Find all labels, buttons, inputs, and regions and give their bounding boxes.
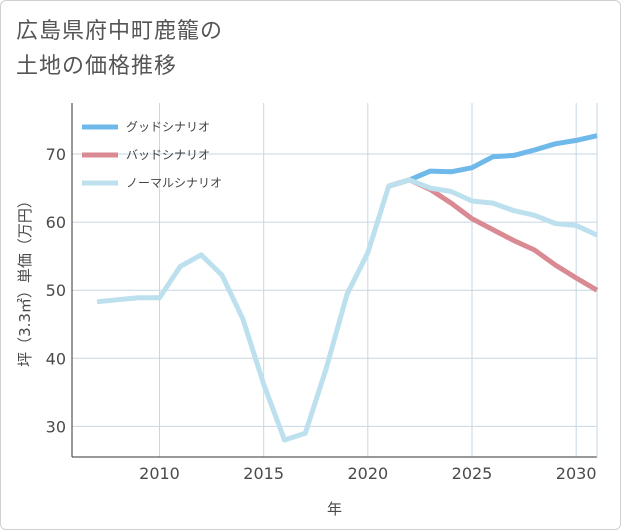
tick-labels: 2010 2015 2020 2025 2030 30 40 50 60 70 [46,145,597,483]
x-tick-label: 2015 [243,464,284,483]
title-line-2: 土地の価格推移 [16,54,178,79]
x-axis-label: 年 [327,500,342,518]
series-line-good [387,133,598,189]
y-axis-label: 坪（3.3㎡）単価（万円） [16,193,34,367]
legend-label-normal: ノーマルシナリオ [126,176,222,190]
series-line-normal [96,177,599,443]
y-tick-label: 50 [46,281,66,300]
x-tick-label: 2030 [556,464,597,483]
y-tick-label: 40 [46,349,66,368]
series-line-bad [387,177,599,293]
legend-label-bad: バッドシナリオ [126,148,210,162]
legend-label-good: グッドシナリオ [126,120,210,134]
y-tick-label: 60 [46,213,66,232]
y-tick-label: 30 [46,417,66,436]
x-tick-label: 2025 [452,464,493,483]
x-tick-label: 2010 [139,464,180,483]
title-line-1: 広島県府中町鹿籠の [16,19,224,44]
chart-title: 広島県府中町鹿籠の 土地の価格推移 [16,14,223,84]
axes [71,103,598,458]
y-tick-label: 70 [46,145,66,164]
series-lines [96,133,599,443]
x-tick-label: 2020 [347,464,388,483]
